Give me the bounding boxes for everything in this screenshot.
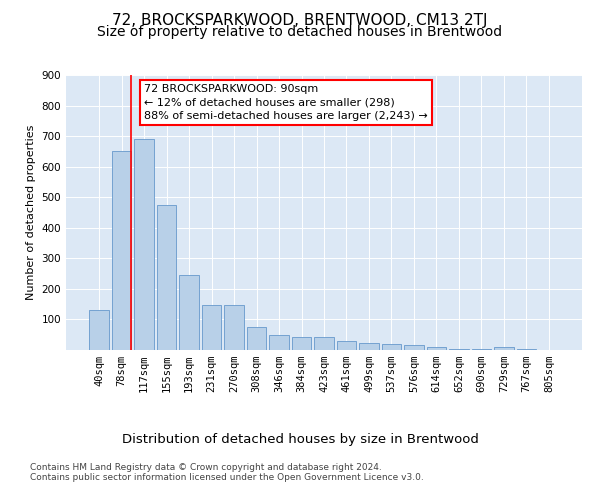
Bar [247, 327, 266, 350]
Text: Size of property relative to detached houses in Brentwood: Size of property relative to detached ho… [97, 25, 503, 39]
Text: 72 BROCKSPARKWOOD: 90sqm
← 12% of detached houses are smaller (298)
88% of semi-: 72 BROCKSPARKWOOD: 90sqm ← 12% of detach… [144, 84, 428, 120]
Y-axis label: Number of detached properties: Number of detached properties [26, 125, 36, 300]
Bar [404, 344, 424, 350]
Bar [314, 337, 334, 350]
Bar [359, 344, 379, 350]
Bar [494, 347, 514, 350]
Bar [157, 205, 176, 350]
Bar [89, 310, 109, 350]
Bar [134, 139, 154, 350]
Bar [224, 305, 244, 350]
Bar [179, 275, 199, 350]
Bar [382, 344, 401, 350]
Bar [292, 337, 311, 350]
Text: Contains HM Land Registry data © Crown copyright and database right 2024.
Contai: Contains HM Land Registry data © Crown c… [30, 462, 424, 482]
Bar [202, 305, 221, 350]
Text: Distribution of detached houses by size in Brentwood: Distribution of detached houses by size … [122, 432, 478, 446]
Bar [427, 347, 446, 350]
Bar [337, 341, 356, 350]
Bar [112, 152, 131, 350]
Text: 72, BROCKSPARKWOOD, BRENTWOOD, CM13 2TJ: 72, BROCKSPARKWOOD, BRENTWOOD, CM13 2TJ [112, 12, 488, 28]
Bar [269, 334, 289, 350]
Bar [449, 349, 469, 350]
